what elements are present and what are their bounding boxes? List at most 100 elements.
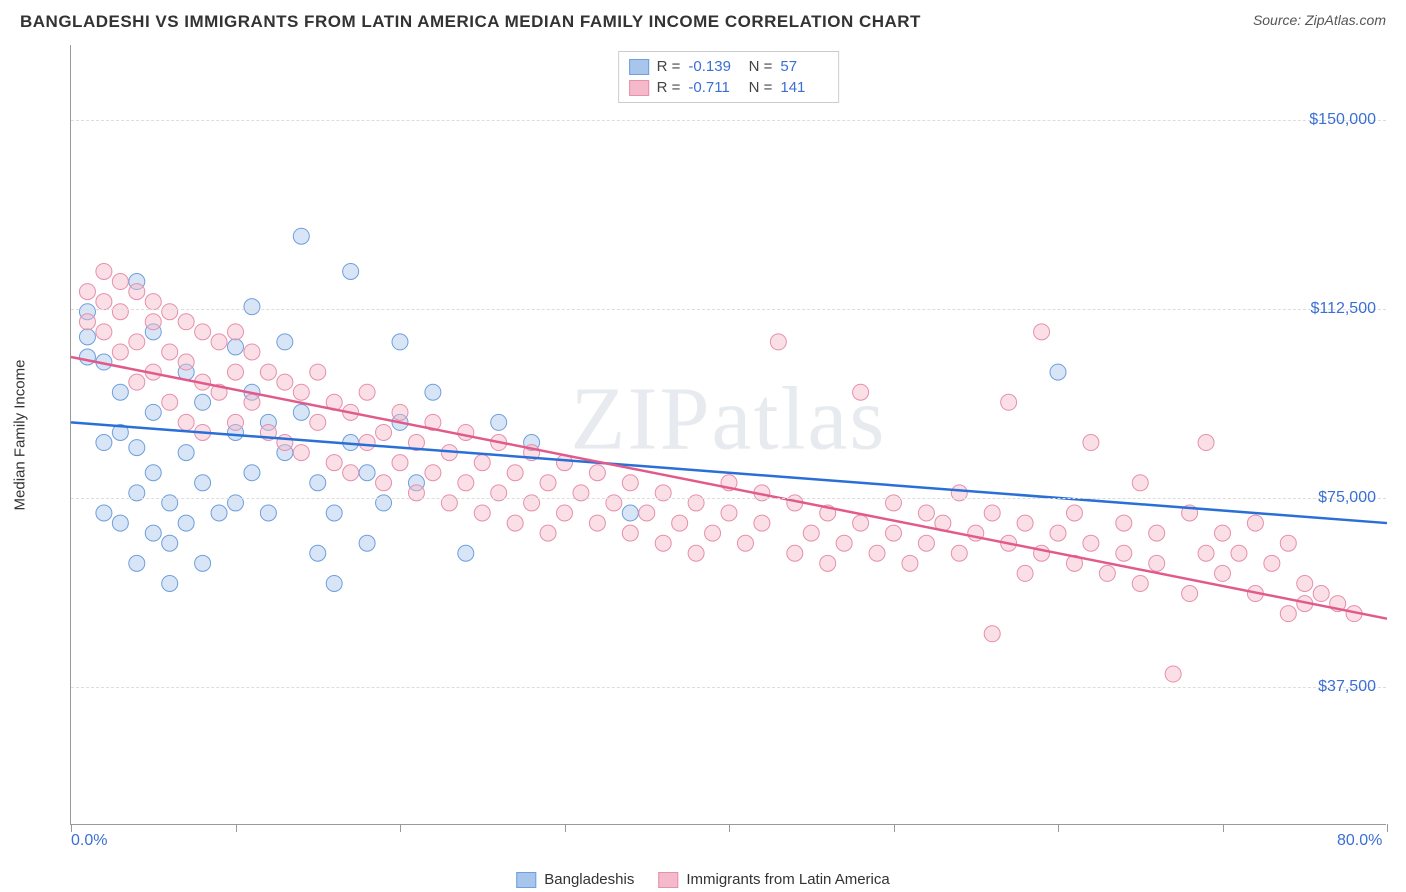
scatter-point	[721, 505, 737, 521]
legend-swatch	[629, 59, 649, 75]
scatter-point	[672, 515, 688, 531]
scatter-point	[639, 505, 655, 521]
y-tick-label: $112,500	[1310, 300, 1376, 318]
scatter-point	[1264, 555, 1280, 571]
scatter-point	[293, 404, 309, 420]
scatter-point	[359, 435, 375, 451]
scatter-point	[244, 344, 260, 360]
legend-item: Bangladeshis	[516, 871, 634, 888]
scatter-point	[1149, 525, 1165, 541]
scatter-point	[507, 515, 523, 531]
scatter-point	[326, 505, 342, 521]
scatter-point	[211, 334, 227, 350]
scatter-point	[112, 515, 128, 531]
stats-legend-row: R =-0.711 N =141	[629, 77, 829, 98]
scatter-point	[705, 525, 721, 541]
scatter-point	[589, 515, 605, 531]
scatter-point	[1215, 565, 1231, 581]
scatter-plot-svg	[71, 45, 1386, 824]
legend-swatch	[629, 80, 649, 96]
scatter-point	[1149, 555, 1165, 571]
x-tick-label: 80.0%	[1337, 832, 1382, 850]
scatter-point	[96, 435, 112, 451]
scatter-point	[129, 440, 145, 456]
scatter-point	[1034, 324, 1050, 340]
scatter-point	[277, 374, 293, 390]
scatter-point	[145, 404, 161, 420]
scatter-point	[803, 525, 819, 541]
scatter-point	[145, 294, 161, 310]
y-tick-label: $37,500	[1318, 678, 1376, 696]
scatter-point	[260, 505, 276, 521]
scatter-point	[474, 505, 490, 521]
scatter-point	[1132, 575, 1148, 591]
stats-legend-box: R =-0.139 N =57R =-0.711 N =141	[618, 51, 840, 103]
scatter-point	[622, 475, 638, 491]
scatter-point	[1182, 586, 1198, 602]
scatter-point	[737, 535, 753, 551]
scatter-point	[195, 475, 211, 491]
source-attribution: Source: ZipAtlas.com	[1253, 12, 1386, 28]
scatter-point	[853, 384, 869, 400]
scatter-point	[1017, 515, 1033, 531]
scatter-point	[458, 545, 474, 561]
scatter-point	[310, 475, 326, 491]
scatter-point	[129, 284, 145, 300]
scatter-point	[79, 329, 95, 345]
scatter-point	[902, 555, 918, 571]
scatter-point	[1198, 435, 1214, 451]
scatter-point	[1017, 565, 1033, 581]
scatter-point	[326, 455, 342, 471]
scatter-point	[112, 344, 128, 360]
scatter-point	[458, 424, 474, 440]
scatter-point	[343, 263, 359, 279]
scatter-point	[853, 515, 869, 531]
scatter-point	[918, 505, 934, 521]
scatter-point	[162, 575, 178, 591]
source-prefix: Source:	[1253, 12, 1305, 28]
gridline	[71, 309, 1386, 310]
scatter-point	[145, 314, 161, 330]
scatter-point	[293, 445, 309, 461]
scatter-point	[787, 545, 803, 561]
scatter-point	[1050, 364, 1066, 380]
legend-swatch	[658, 872, 678, 888]
scatter-point	[425, 465, 441, 481]
scatter-point	[96, 324, 112, 340]
legend-label: Bangladeshis	[544, 871, 634, 888]
gridline	[71, 498, 1386, 499]
scatter-point	[655, 535, 671, 551]
scatter-point	[359, 465, 375, 481]
scatter-point	[96, 294, 112, 310]
scatter-point	[1132, 475, 1148, 491]
x-tick	[1223, 824, 1224, 832]
scatter-point	[392, 334, 408, 350]
scatter-point	[557, 505, 573, 521]
stats-legend-row: R =-0.139 N =57	[629, 56, 829, 77]
header: BANGLADESHI VS IMMIGRANTS FROM LATIN AME…	[0, 0, 1406, 36]
scatter-point	[195, 324, 211, 340]
scatter-point	[112, 384, 128, 400]
scatter-point	[228, 414, 244, 430]
scatter-point	[244, 465, 260, 481]
scatter-point	[951, 545, 967, 561]
scatter-point	[458, 475, 474, 491]
scatter-point	[622, 505, 638, 521]
stat-n-label: N =	[744, 58, 772, 75]
scatter-point	[1215, 525, 1231, 541]
scatter-point	[1116, 545, 1132, 561]
scatter-point	[211, 505, 227, 521]
scatter-point	[162, 304, 178, 320]
scatter-point	[869, 545, 885, 561]
scatter-point	[178, 515, 194, 531]
scatter-point	[392, 404, 408, 420]
scatter-point	[1099, 565, 1115, 581]
scatter-point	[293, 228, 309, 244]
gridline	[71, 120, 1386, 121]
plot-area: ZIPatlas R =-0.139 N =57R =-0.711 N =141…	[70, 45, 1386, 825]
scatter-point	[540, 475, 556, 491]
scatter-point	[228, 339, 244, 355]
scatter-point	[244, 394, 260, 410]
legend-swatch	[516, 872, 536, 888]
scatter-point	[129, 374, 145, 390]
